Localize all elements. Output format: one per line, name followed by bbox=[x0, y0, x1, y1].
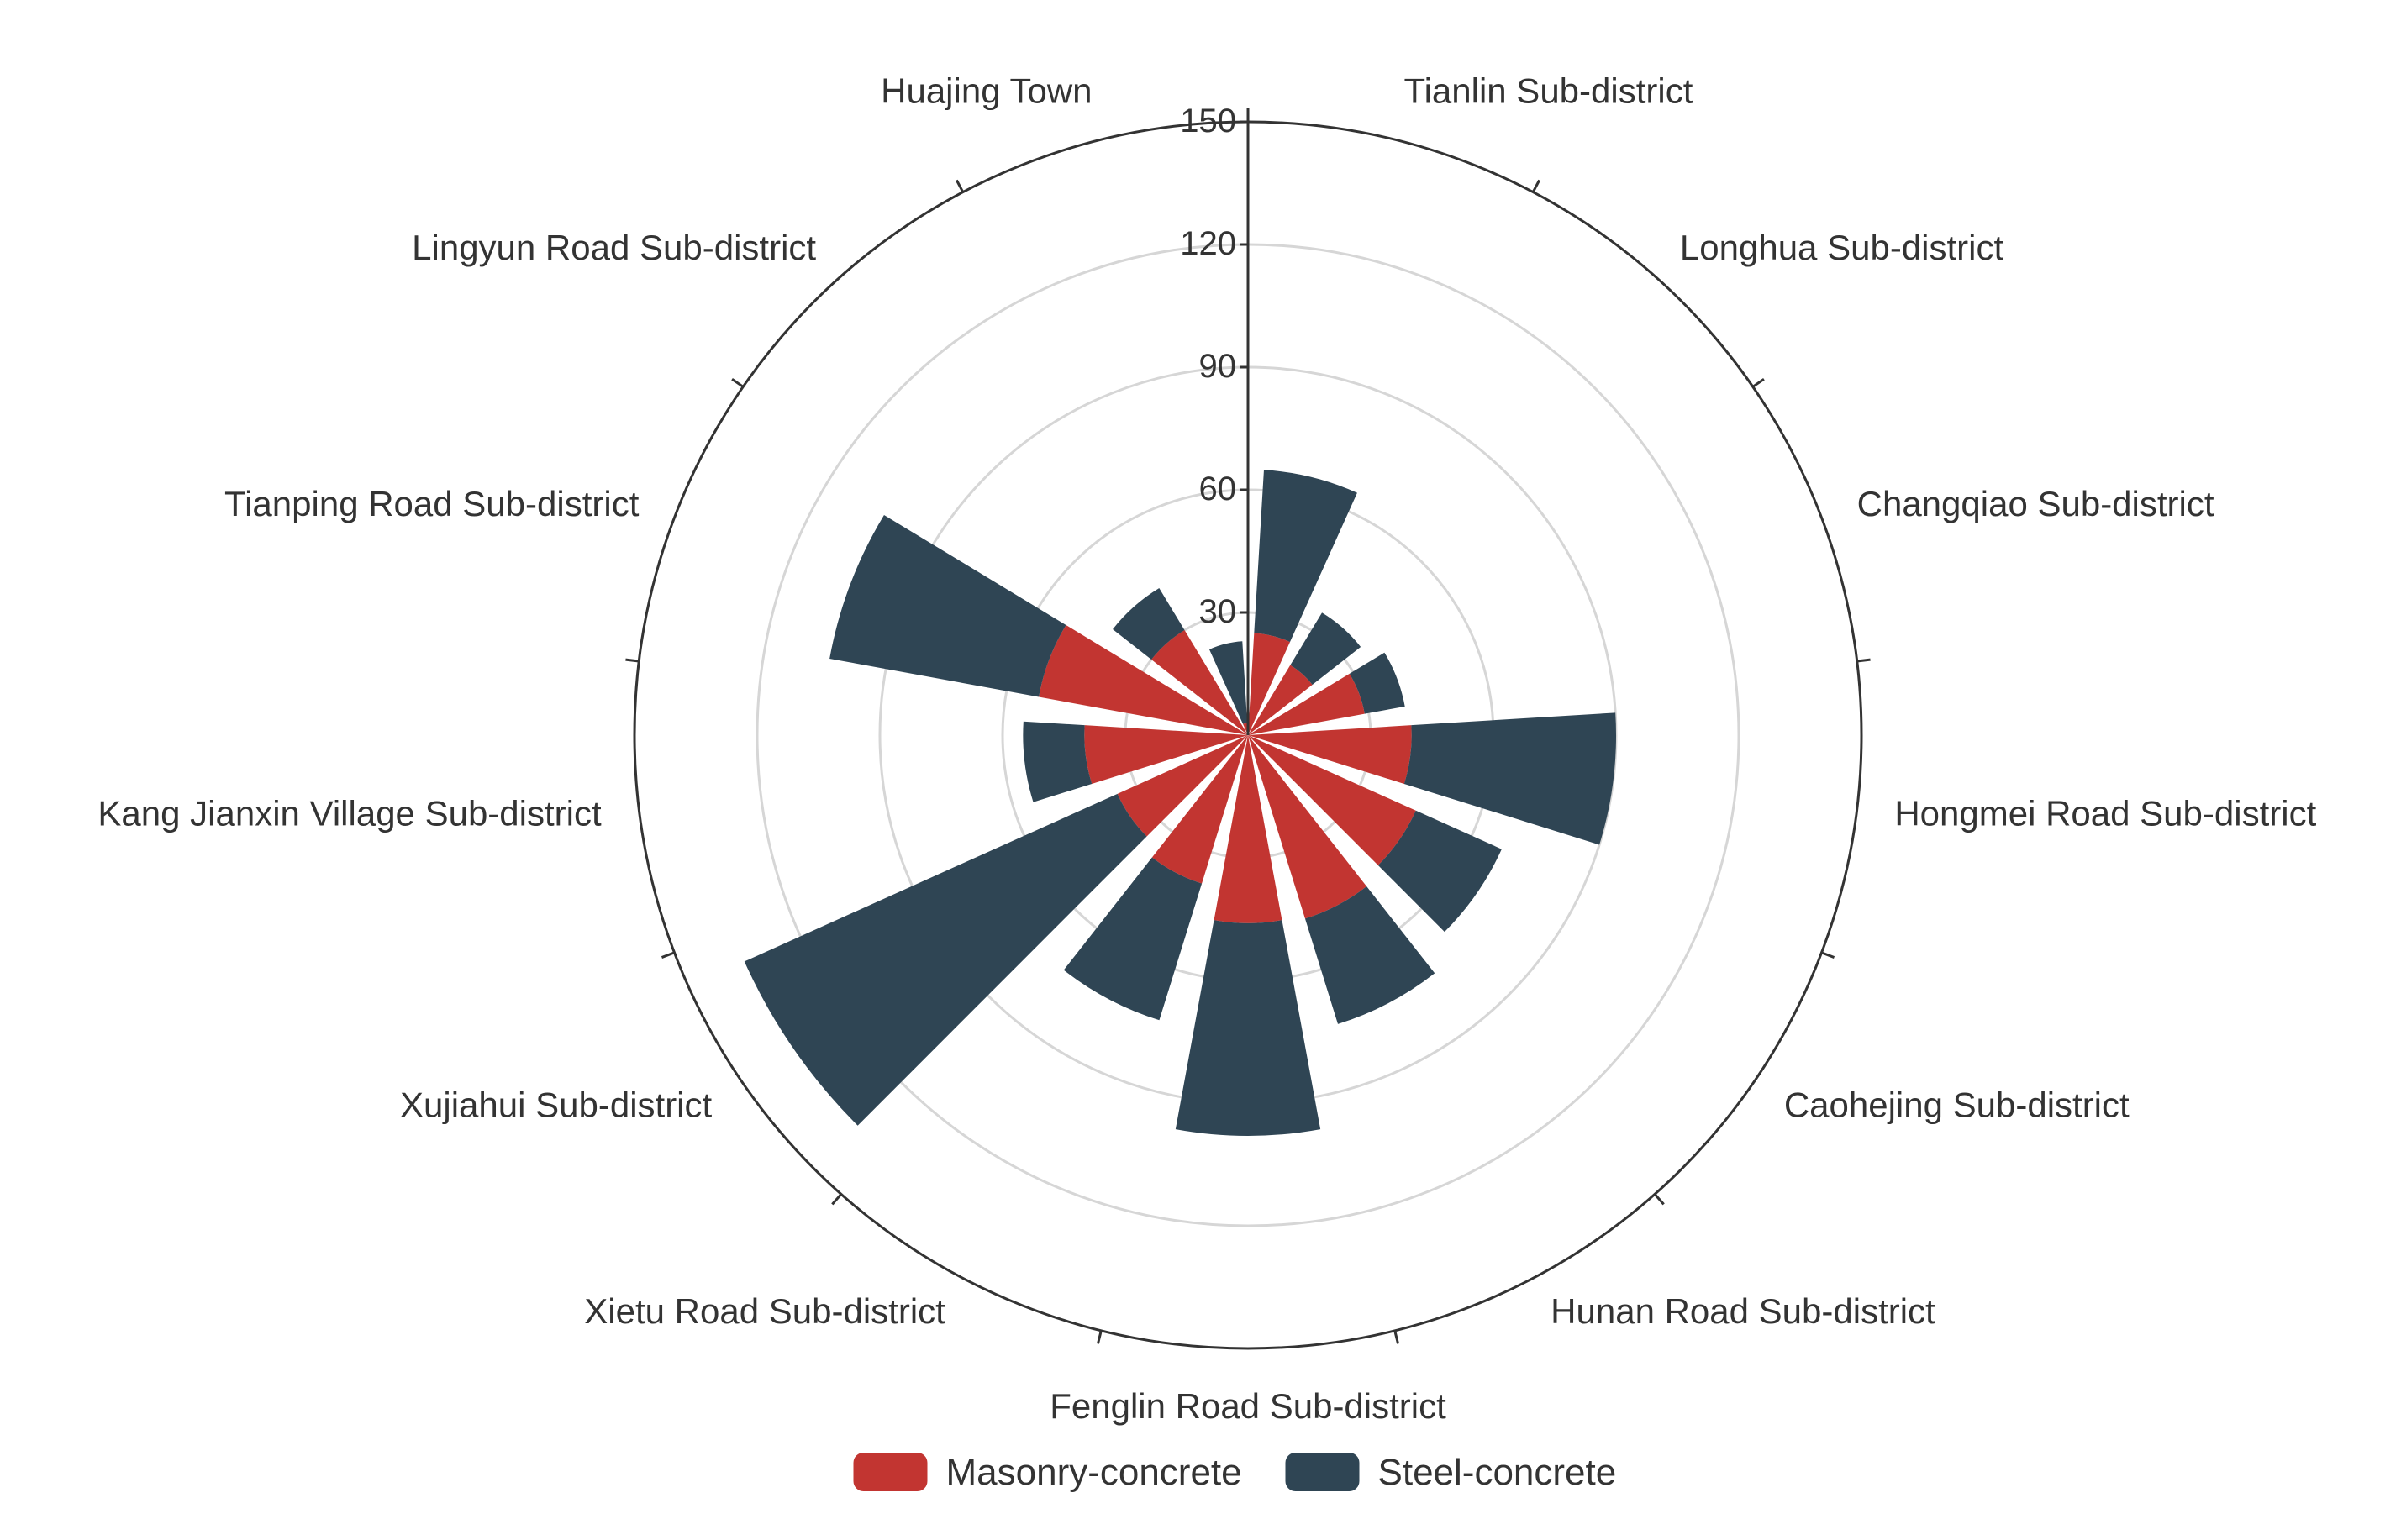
legend-item-steel[interactable]: Steel-concrete bbox=[1285, 1452, 1617, 1493]
bar-masonry-0 bbox=[1248, 633, 1290, 735]
bar-masonry-3 bbox=[1248, 725, 1412, 784]
category-label-3: Hongmei Road Sub-district bbox=[1894, 793, 2316, 833]
radial-tick-label: 60 bbox=[1199, 470, 1237, 507]
legend-swatch bbox=[1285, 1453, 1360, 1491]
legend: Masonry-concrete Steel-concrete bbox=[853, 1452, 1617, 1493]
bar-masonry-1 bbox=[1248, 665, 1313, 735]
category-label-5: Hunan Road Sub-district bbox=[1551, 1291, 1935, 1331]
bar-masonry-5 bbox=[1248, 735, 1367, 919]
radial-tick-label: 30 bbox=[1199, 593, 1237, 630]
angle-tick bbox=[1856, 658, 1871, 663]
angle-tick bbox=[1097, 1330, 1103, 1344]
bar-masonry-8 bbox=[1117, 735, 1248, 837]
bar-steel-10 bbox=[829, 514, 1066, 697]
angle-tick bbox=[731, 377, 745, 388]
category-label-1: Longhua Sub-district bbox=[1680, 228, 2004, 267]
bar-steel-9 bbox=[1023, 721, 1093, 802]
radial-tick-label: 120 bbox=[1180, 225, 1236, 262]
bar-masonry-2 bbox=[1248, 673, 1365, 735]
radial-tick-label: 90 bbox=[1199, 348, 1237, 385]
legend-swatch bbox=[853, 1453, 928, 1491]
bar-steel-4 bbox=[1377, 810, 1502, 933]
category-label-4: Caohejing Sub-district bbox=[1784, 1085, 2130, 1124]
bar-masonry-9 bbox=[1084, 725, 1248, 784]
bar-masonry-4 bbox=[1248, 735, 1416, 865]
angle-tick bbox=[1751, 377, 1765, 388]
radial-tick-label: 150 bbox=[1180, 102, 1236, 139]
angle-tick bbox=[1531, 179, 1541, 193]
angle-tick bbox=[1393, 1330, 1399, 1344]
category-labels: Tianlin Sub-district Longhua Sub-district… bbox=[97, 71, 2316, 1426]
angle-tick bbox=[661, 951, 675, 959]
category-label-10: Tianping Road Sub-district bbox=[224, 484, 640, 523]
axes: 30 60 90 120 150 bbox=[625, 102, 1871, 1344]
bar-masonry-7 bbox=[1151, 735, 1248, 884]
bar-steel-6 bbox=[1175, 920, 1321, 1136]
bar-masonry-10 bbox=[1039, 624, 1248, 735]
angle-tick bbox=[831, 1193, 843, 1206]
category-label-9: Kang Jianxin Village Sub-district bbox=[97, 793, 602, 833]
bar-steel-1 bbox=[1290, 612, 1361, 686]
angle-tick bbox=[625, 658, 640, 663]
legend-label: Masonry-concrete bbox=[946, 1452, 1242, 1493]
bar-masonry-11 bbox=[1151, 630, 1248, 735]
bar-steel-12 bbox=[1209, 641, 1248, 724]
angle-tick bbox=[1821, 951, 1835, 959]
category-label-12: Huajing Town bbox=[881, 71, 1092, 111]
bar-masonry-6 bbox=[1214, 735, 1282, 923]
bar-steel-7 bbox=[1063, 857, 1203, 1021]
angle-tick bbox=[1653, 1193, 1665, 1206]
bar-steel-5 bbox=[1304, 886, 1435, 1024]
category-label-8: Xujiahui Sub-district bbox=[400, 1085, 713, 1124]
category-label-11: Lingyun Road Sub-district bbox=[412, 228, 816, 267]
bar-steel-11 bbox=[1113, 588, 1185, 660]
bars bbox=[744, 470, 1616, 1136]
category-label-6: Fenglin Road Sub-district bbox=[1050, 1386, 1446, 1426]
category-label-7: Xietu Road Sub-district bbox=[584, 1291, 945, 1331]
category-label-0: Tianlin Sub-district bbox=[1403, 71, 1693, 111]
legend-label: Steel-concrete bbox=[1378, 1452, 1617, 1493]
bar-steel-3 bbox=[1403, 712, 1616, 845]
bar-steel-2 bbox=[1349, 652, 1405, 714]
category-label-2: Changqiao Sub-district bbox=[1857, 484, 2214, 523]
angle-tick bbox=[955, 179, 965, 193]
legend-item-masonry[interactable]: Masonry-concrete bbox=[853, 1452, 1242, 1493]
bar-steel-0 bbox=[1254, 470, 1357, 643]
bar-steel-8 bbox=[744, 793, 1147, 1126]
